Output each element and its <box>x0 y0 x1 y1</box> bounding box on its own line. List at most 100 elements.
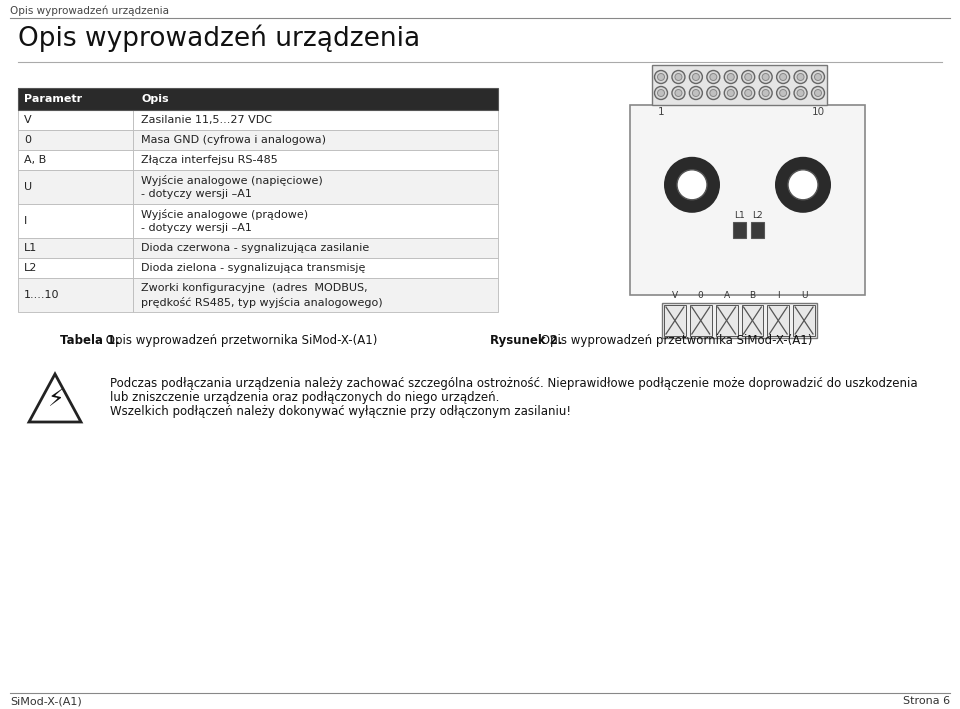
Text: L1: L1 <box>734 211 745 220</box>
Bar <box>133 258 498 278</box>
Text: Złącza interfejsu RS-485: Złącza interfejsu RS-485 <box>141 155 277 165</box>
Text: Rysunek 2.: Rysunek 2. <box>490 334 563 347</box>
Circle shape <box>780 74 786 81</box>
Text: B: B <box>750 291 756 300</box>
Bar <box>18 88 498 110</box>
Bar <box>630 105 865 295</box>
Bar <box>133 238 498 258</box>
Text: - dotyczy wersji –A1: - dotyczy wersji –A1 <box>141 223 252 233</box>
Text: Wyjście analogowe (napięciowe): Wyjście analogowe (napięciowe) <box>141 174 323 186</box>
Text: Opis wyprowadzeń przetwornika SiMod-X-(A1): Opis wyprowadzeń przetwornika SiMod-X-(A… <box>537 334 812 347</box>
Bar <box>18 130 133 150</box>
Text: Parametr: Parametr <box>24 94 83 104</box>
Circle shape <box>797 89 804 96</box>
Bar <box>133 150 498 170</box>
Circle shape <box>672 70 684 84</box>
Circle shape <box>759 70 772 84</box>
Bar <box>133 88 498 110</box>
Text: Wyjście analogowe (prądowe): Wyjście analogowe (prądowe) <box>141 208 308 220</box>
Circle shape <box>689 86 703 99</box>
Bar <box>18 278 133 312</box>
Text: Zasilanie 11,5...27 VDC: Zasilanie 11,5...27 VDC <box>141 115 272 125</box>
Circle shape <box>762 89 769 96</box>
Text: I: I <box>24 216 27 226</box>
Bar <box>18 150 133 170</box>
Circle shape <box>709 74 717 81</box>
Bar <box>18 204 133 238</box>
Circle shape <box>811 70 825 84</box>
Text: I: I <box>777 291 780 300</box>
Text: 1....10: 1....10 <box>24 290 60 300</box>
Circle shape <box>814 74 822 81</box>
Circle shape <box>745 89 752 96</box>
Bar <box>133 204 498 238</box>
Circle shape <box>742 70 755 84</box>
Circle shape <box>759 86 772 99</box>
Circle shape <box>814 89 822 96</box>
Text: Opis wyprowadzeń urządzenia: Opis wyprowadzeń urządzenia <box>10 6 169 16</box>
Circle shape <box>794 86 807 99</box>
Bar <box>133 170 498 204</box>
Bar <box>733 222 746 238</box>
Circle shape <box>675 74 682 81</box>
Circle shape <box>780 89 786 96</box>
Bar <box>662 303 817 338</box>
Text: lub zniszczenie urządzenia oraz podłączonych do niego urządzeń.: lub zniszczenie urządzenia oraz podłączo… <box>110 391 499 404</box>
Bar <box>18 110 133 130</box>
Text: V: V <box>672 291 678 300</box>
Text: - dotyczy wersji –A1: - dotyczy wersji –A1 <box>141 189 252 199</box>
Circle shape <box>777 86 790 99</box>
Circle shape <box>692 74 700 81</box>
Text: A: A <box>724 291 730 300</box>
Text: prędkość RS485, typ wyjścia analogowego): prędkość RS485, typ wyjścia analogowego) <box>141 296 383 308</box>
Circle shape <box>709 89 717 96</box>
Text: Wszelkich podłączeń należy dokonywać wyłącznie przy odłączonym zasilaniu!: Wszelkich podłączeń należy dokonywać wył… <box>110 405 571 418</box>
Bar <box>133 110 498 130</box>
Circle shape <box>677 169 707 200</box>
Bar <box>18 238 133 258</box>
Circle shape <box>664 157 720 213</box>
Circle shape <box>742 86 755 99</box>
Text: Zworki konfiguracyjne  (adres  MODBUS,: Zworki konfiguracyjne (adres MODBUS, <box>141 283 368 293</box>
Bar <box>652 65 827 105</box>
Text: 0: 0 <box>698 291 704 300</box>
Bar <box>741 305 763 336</box>
Circle shape <box>658 89 664 96</box>
Text: Masa GND (cyfrowa i analogowa): Masa GND (cyfrowa i analogowa) <box>141 135 326 145</box>
Text: U: U <box>24 182 32 192</box>
Text: SiMod-X-(A1): SiMod-X-(A1) <box>10 696 82 706</box>
Circle shape <box>724 70 737 84</box>
Text: Dioda zielona - sygnalizująca transmisję: Dioda zielona - sygnalizująca transmisję <box>141 263 366 273</box>
Circle shape <box>745 74 752 81</box>
Text: Tabela 1.: Tabela 1. <box>60 334 120 347</box>
Circle shape <box>788 169 818 200</box>
Bar <box>715 305 737 336</box>
Circle shape <box>689 70 703 84</box>
Polygon shape <box>29 374 81 422</box>
Circle shape <box>794 70 807 84</box>
Circle shape <box>762 74 769 81</box>
Circle shape <box>775 157 831 213</box>
Circle shape <box>811 86 825 99</box>
Bar <box>664 305 685 336</box>
Text: Podczas podłączania urządzenia należy zachować szczególna ostrożność. Nieprawidł: Podczas podłączania urządzenia należy za… <box>110 377 918 390</box>
Circle shape <box>658 74 664 81</box>
Text: Opis wyprowadzeń urządzenia: Opis wyprowadzeń urządzenia <box>18 25 420 52</box>
Bar <box>690 305 711 336</box>
Text: L1: L1 <box>24 243 37 253</box>
Text: V: V <box>24 115 32 125</box>
Bar <box>18 88 133 110</box>
Text: U: U <box>801 291 807 300</box>
Text: A, B: A, B <box>24 155 46 165</box>
Bar <box>18 258 133 278</box>
Text: L2: L2 <box>24 263 37 273</box>
Text: 1: 1 <box>658 107 664 117</box>
Circle shape <box>655 70 667 84</box>
Text: ⚡: ⚡ <box>47 387 63 411</box>
Circle shape <box>728 89 734 96</box>
Circle shape <box>777 70 790 84</box>
Bar <box>133 130 498 150</box>
Text: Strona 6: Strona 6 <box>902 696 950 706</box>
Text: Opis: Opis <box>141 94 169 104</box>
Text: 10: 10 <box>811 107 825 117</box>
